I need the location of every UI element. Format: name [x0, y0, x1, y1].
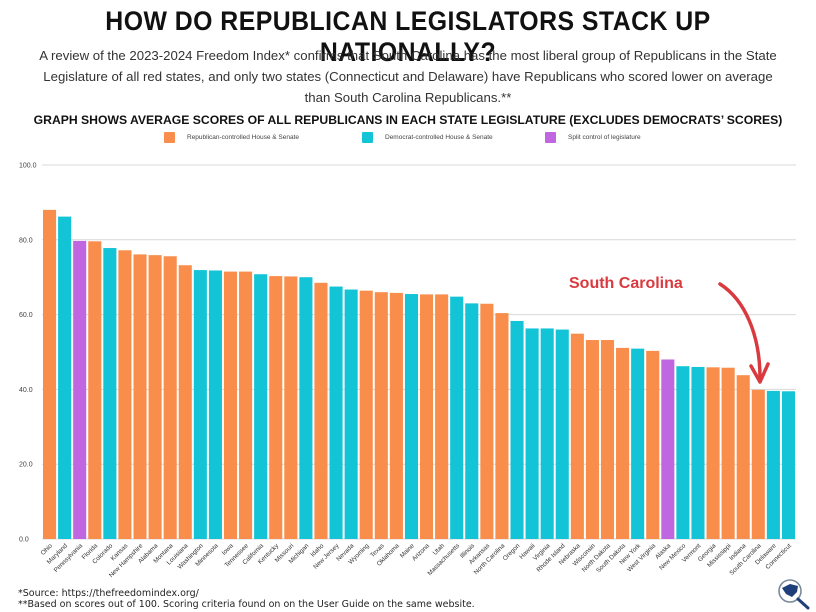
bar-georgia: [706, 367, 720, 539]
bar-utah: [435, 294, 449, 539]
x-tick-label: Oregon: [502, 542, 522, 562]
y-tick-label: 20.0: [19, 462, 33, 469]
bar-new-jersey: [329, 286, 343, 539]
bar-chart: 0.0 20.0 40.0 60.0 80.0 100.0 OhioMarylandPen…: [19, 163, 796, 579]
bar-new-york: [631, 348, 645, 539]
bar-texas: [374, 292, 388, 539]
page-title: HOW DO REPUBLICAN LEGISLATORS STACK UP N…: [105, 6, 711, 67]
bar-tennessee: [239, 271, 253, 539]
bar-oklahoma: [389, 292, 403, 539]
bar-iowa: [223, 271, 238, 539]
bar-kentucky: [269, 276, 283, 539]
bar-california: [254, 274, 268, 539]
footer-notes: *Source: https://thefreedomindex.org/ **…: [18, 588, 475, 610]
bar-north-carolina: [495, 313, 509, 539]
scoring-note: **Based on scores out of 100. Scoring cr…: [18, 599, 475, 610]
bar-wyoming: [359, 290, 373, 539]
bar-vermont: [691, 366, 705, 539]
y-tick-label: 0.0: [19, 537, 29, 544]
bars: [43, 209, 795, 540]
intro-text: A review of the 2023-2024 Freedom Index*…: [39, 48, 777, 105]
y-tick-label: 40.0: [19, 387, 33, 394]
bar-michigan: [299, 277, 313, 539]
bar-maryland: [58, 216, 72, 540]
source-note: *Source: https://thefreedomindex.org/: [18, 588, 199, 599]
bar-massachusetts: [450, 296, 464, 539]
bar-north-dakota: [600, 340, 615, 539]
bar-wisconsin: [585, 340, 599, 539]
legend-item-republican: Republican-controlled House & Senate: [164, 132, 299, 143]
bar-missouri: [284, 276, 298, 539]
bar-arizona: [420, 294, 434, 539]
bar-mississippi: [721, 367, 735, 539]
bar-alaska: [661, 359, 675, 539]
bar-pennsylvania: [73, 240, 87, 540]
legend-label-split: Split control of legislature: [568, 134, 641, 141]
bar-delaware: [766, 390, 780, 539]
legend-item-split: Split control of legislature: [545, 132, 641, 143]
y-tick-label: 60.0: [19, 312, 33, 319]
bar-maine: [404, 294, 418, 539]
annotation-arrow: [718, 282, 762, 380]
chart-legend: Republican-controlled House & Senate Dem…: [0, 132, 816, 148]
bar-virginia: [540, 328, 554, 539]
annotation-arrowhead: [749, 362, 770, 384]
south-carolina-annotation: South Carolina: [569, 275, 770, 384]
legend-swatch-republican: [164, 132, 175, 143]
bar-arkansas: [480, 303, 494, 539]
bar-kansas: [118, 250, 132, 539]
legend-swatch-split: [545, 132, 556, 143]
bar-rhode-island: [555, 329, 569, 539]
annotation-label: South Carolina: [569, 275, 683, 292]
bar-ohio: [43, 209, 57, 539]
bar-louisiana: [178, 265, 192, 539]
legend-item-democrat: Democrat-controlled House & Senate: [362, 132, 493, 143]
chart-subtitle: GRAPH SHOWS AVERAGE SCORES OF ALL REPUBL…: [33, 113, 783, 127]
bar-south-dakota: [616, 347, 630, 539]
legend-label-democrat: Democrat-controlled House & Senate: [385, 134, 493, 141]
bar-florida: [88, 241, 102, 540]
bar-new-hampshire: [133, 254, 147, 539]
bar-illinois: [465, 303, 479, 539]
bar-nevada: [344, 289, 358, 539]
bar-idaho: [314, 282, 328, 539]
bar-hawaii: [525, 328, 539, 539]
bar-west-virginia: [646, 350, 660, 539]
x-axis-labels: OhioMarylandPennsylvaniaFloridaColoradoK…: [40, 542, 793, 579]
bar-new-mexico: [676, 366, 690, 539]
bar-colorado: [103, 248, 117, 539]
y-tick-label: 80.0: [19, 237, 33, 244]
bar-indiana: [736, 375, 750, 539]
y-axis-ticks: 0.0 20.0 40.0 60.0 80.0 100.0: [19, 163, 37, 544]
bar-minnesota: [208, 270, 222, 539]
bar-montana: [163, 256, 177, 539]
legend-swatch-democrat: [362, 132, 373, 143]
bar-alabama: [148, 255, 162, 539]
y-tick-label: 100.0: [19, 163, 37, 170]
bar-connecticut: [781, 391, 795, 539]
legend-label-republican: Republican-controlled House & Senate: [187, 134, 300, 141]
bar-south-carolina: [751, 389, 765, 539]
south-carolina-magnifier-icon: [778, 579, 810, 610]
bar-washington: [193, 270, 207, 539]
bar-nebraska: [570, 333, 584, 539]
bar-oregon: [510, 320, 524, 539]
x-tick-label: Arizona: [411, 542, 431, 562]
